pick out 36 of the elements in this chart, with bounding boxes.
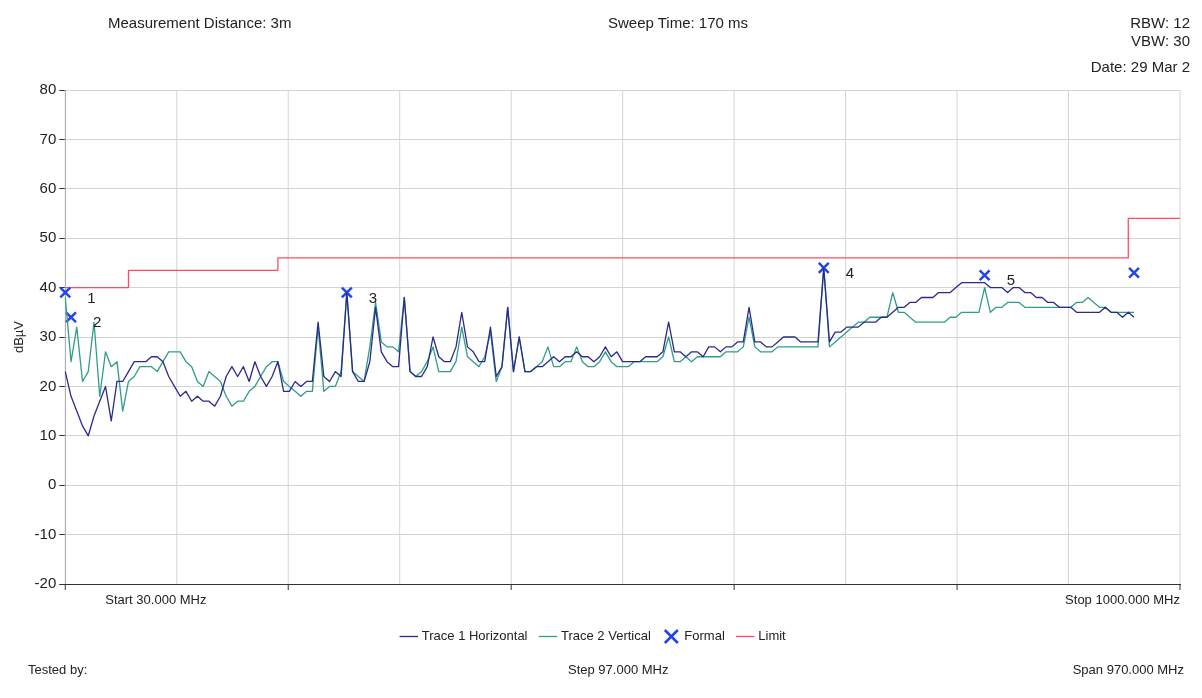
- y-tick-label: 70: [39, 129, 57, 147]
- y-tick-label: 20: [39, 376, 57, 394]
- text: Stop 1000.000 MHz: [1065, 592, 1180, 608]
- annotation: 2: [93, 313, 102, 331]
- text: Date: 29 Mar 2: [1090, 58, 1190, 75]
- y-tick-label: 30: [39, 327, 57, 345]
- point: [59, 286, 72, 299]
- legend-label: Trace 1 Horizontal: [421, 628, 528, 644]
- y-tick-label: -10: [34, 524, 57, 542]
- annotation: 5: [1006, 271, 1015, 289]
- y-tick-label: 10: [39, 425, 57, 443]
- point: [1127, 266, 1141, 279]
- point: [64, 311, 78, 324]
- text: Step 97.000 MHz: [568, 662, 669, 677]
- y-tick-label: 60: [39, 178, 57, 196]
- y-axis-title: dBµV: [11, 320, 27, 354]
- annotation: 4: [845, 263, 855, 281]
- text: VBW: 30: [1131, 32, 1190, 49]
- text: RBW: 12: [1130, 14, 1190, 31]
- text: Sweep Time: 170 ms: [608, 14, 749, 31]
- y-tick-label: 80: [39, 80, 57, 98]
- text: Start 30.000 MHz: [105, 592, 207, 608]
- y-tick-label: 50: [39, 228, 57, 246]
- legend-label: Limit: [758, 628, 787, 644]
- annotation: 1: [87, 288, 96, 306]
- point: [817, 261, 830, 275]
- y-tick-label: -20: [34, 574, 57, 592]
- text: Measurement Distance: 3m: [108, 14, 292, 31]
- text: Span 970.000 MHz: [1072, 662, 1184, 677]
- text: Tested by:: [28, 662, 88, 677]
- annotation: 3: [368, 288, 378, 306]
- y-tick-label: 40: [39, 277, 57, 295]
- legend-label: Trace 2 Vertical: [561, 628, 651, 644]
- y-tick-label: 0: [47, 475, 57, 493]
- point: [978, 269, 991, 282]
- legend-label: Formal: [684, 628, 725, 644]
